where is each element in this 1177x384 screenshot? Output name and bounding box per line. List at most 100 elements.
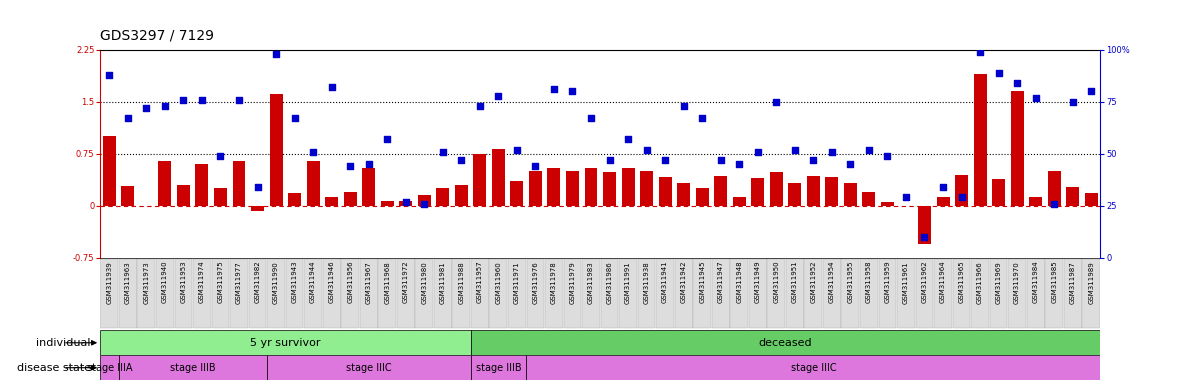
Point	[174, 97, 193, 103]
FancyBboxPatch shape	[823, 260, 840, 328]
FancyBboxPatch shape	[916, 260, 933, 328]
Point	[488, 93, 507, 99]
Text: GSM311945: GSM311945	[699, 261, 705, 303]
Text: GSM311954: GSM311954	[829, 261, 834, 303]
Point	[507, 147, 526, 153]
Bar	[288, 193, 301, 206]
Bar	[825, 177, 838, 206]
FancyBboxPatch shape	[434, 260, 452, 328]
FancyBboxPatch shape	[878, 260, 897, 328]
Bar	[307, 161, 320, 206]
FancyBboxPatch shape	[490, 260, 507, 328]
Bar	[992, 179, 1005, 206]
Text: GSM311984: GSM311984	[1032, 261, 1038, 303]
Bar	[863, 192, 876, 206]
FancyBboxPatch shape	[600, 260, 618, 328]
Point	[637, 147, 656, 153]
Text: GSM311961: GSM311961	[903, 261, 909, 304]
FancyBboxPatch shape	[1026, 260, 1044, 328]
Point	[842, 161, 860, 167]
Point	[674, 103, 693, 109]
FancyBboxPatch shape	[657, 260, 674, 328]
Text: GSM311952: GSM311952	[810, 261, 817, 303]
Point	[711, 157, 730, 163]
FancyBboxPatch shape	[786, 260, 804, 328]
Bar	[973, 74, 986, 206]
Text: GSM311962: GSM311962	[922, 261, 927, 303]
Point	[378, 136, 397, 142]
Bar	[528, 171, 541, 206]
Bar	[844, 183, 857, 206]
FancyBboxPatch shape	[286, 260, 304, 328]
FancyBboxPatch shape	[526, 260, 544, 328]
Text: GSM311986: GSM311986	[606, 261, 612, 304]
Point	[471, 103, 490, 109]
Bar	[471, 330, 1100, 355]
FancyBboxPatch shape	[638, 260, 656, 328]
Point	[248, 184, 267, 190]
FancyBboxPatch shape	[564, 260, 581, 328]
Point	[397, 199, 415, 205]
FancyBboxPatch shape	[804, 260, 823, 328]
Bar	[344, 192, 357, 206]
Bar	[696, 189, 709, 206]
FancyBboxPatch shape	[1009, 260, 1026, 328]
Point	[359, 161, 378, 167]
FancyBboxPatch shape	[749, 260, 766, 328]
Bar	[251, 206, 264, 210]
Text: GSM311938: GSM311938	[644, 261, 650, 304]
Point	[971, 49, 990, 55]
Text: GSM311953: GSM311953	[180, 261, 186, 303]
Text: GSM311948: GSM311948	[737, 261, 743, 303]
Text: GSM311957: GSM311957	[477, 261, 483, 303]
Point	[915, 234, 933, 240]
FancyBboxPatch shape	[693, 260, 711, 328]
Bar	[566, 171, 579, 206]
Text: GSM311975: GSM311975	[218, 261, 224, 303]
FancyBboxPatch shape	[619, 260, 637, 328]
Bar	[100, 330, 471, 355]
Point	[433, 149, 452, 155]
FancyBboxPatch shape	[952, 260, 971, 328]
Point	[989, 70, 1008, 76]
FancyBboxPatch shape	[712, 260, 730, 328]
FancyBboxPatch shape	[1045, 260, 1063, 328]
FancyBboxPatch shape	[452, 260, 471, 328]
FancyBboxPatch shape	[304, 260, 322, 328]
Text: GSM311991: GSM311991	[625, 261, 631, 304]
Bar	[789, 183, 802, 206]
Text: GSM311960: GSM311960	[496, 261, 501, 304]
Text: GSM311971: GSM311971	[514, 261, 520, 304]
Point	[1045, 200, 1064, 207]
Point	[600, 157, 619, 163]
Bar	[233, 161, 246, 206]
Text: GSM311944: GSM311944	[310, 261, 317, 303]
Text: stage IIIA: stage IIIA	[87, 363, 132, 373]
Bar	[267, 355, 471, 380]
Bar	[511, 182, 524, 206]
Point	[414, 200, 433, 207]
Bar	[177, 185, 189, 206]
Point	[322, 84, 341, 90]
Point	[619, 136, 638, 142]
Text: GSM311956: GSM311956	[347, 261, 353, 303]
Text: GSM311965: GSM311965	[958, 261, 964, 303]
Bar	[119, 355, 267, 380]
Point	[749, 149, 767, 155]
Point	[230, 97, 248, 103]
Text: GSM311966: GSM311966	[977, 261, 983, 304]
Point	[859, 147, 878, 153]
Point	[137, 105, 155, 111]
Bar	[1085, 193, 1098, 206]
Point	[878, 153, 897, 159]
Bar	[547, 167, 560, 206]
Point	[341, 163, 360, 169]
Point	[100, 72, 119, 78]
Point	[545, 86, 564, 93]
FancyBboxPatch shape	[360, 260, 378, 328]
Text: GSM311980: GSM311980	[421, 261, 427, 304]
Bar	[1029, 197, 1042, 206]
FancyBboxPatch shape	[990, 260, 1008, 328]
Point	[952, 194, 971, 200]
Text: GSM311939: GSM311939	[106, 261, 112, 304]
